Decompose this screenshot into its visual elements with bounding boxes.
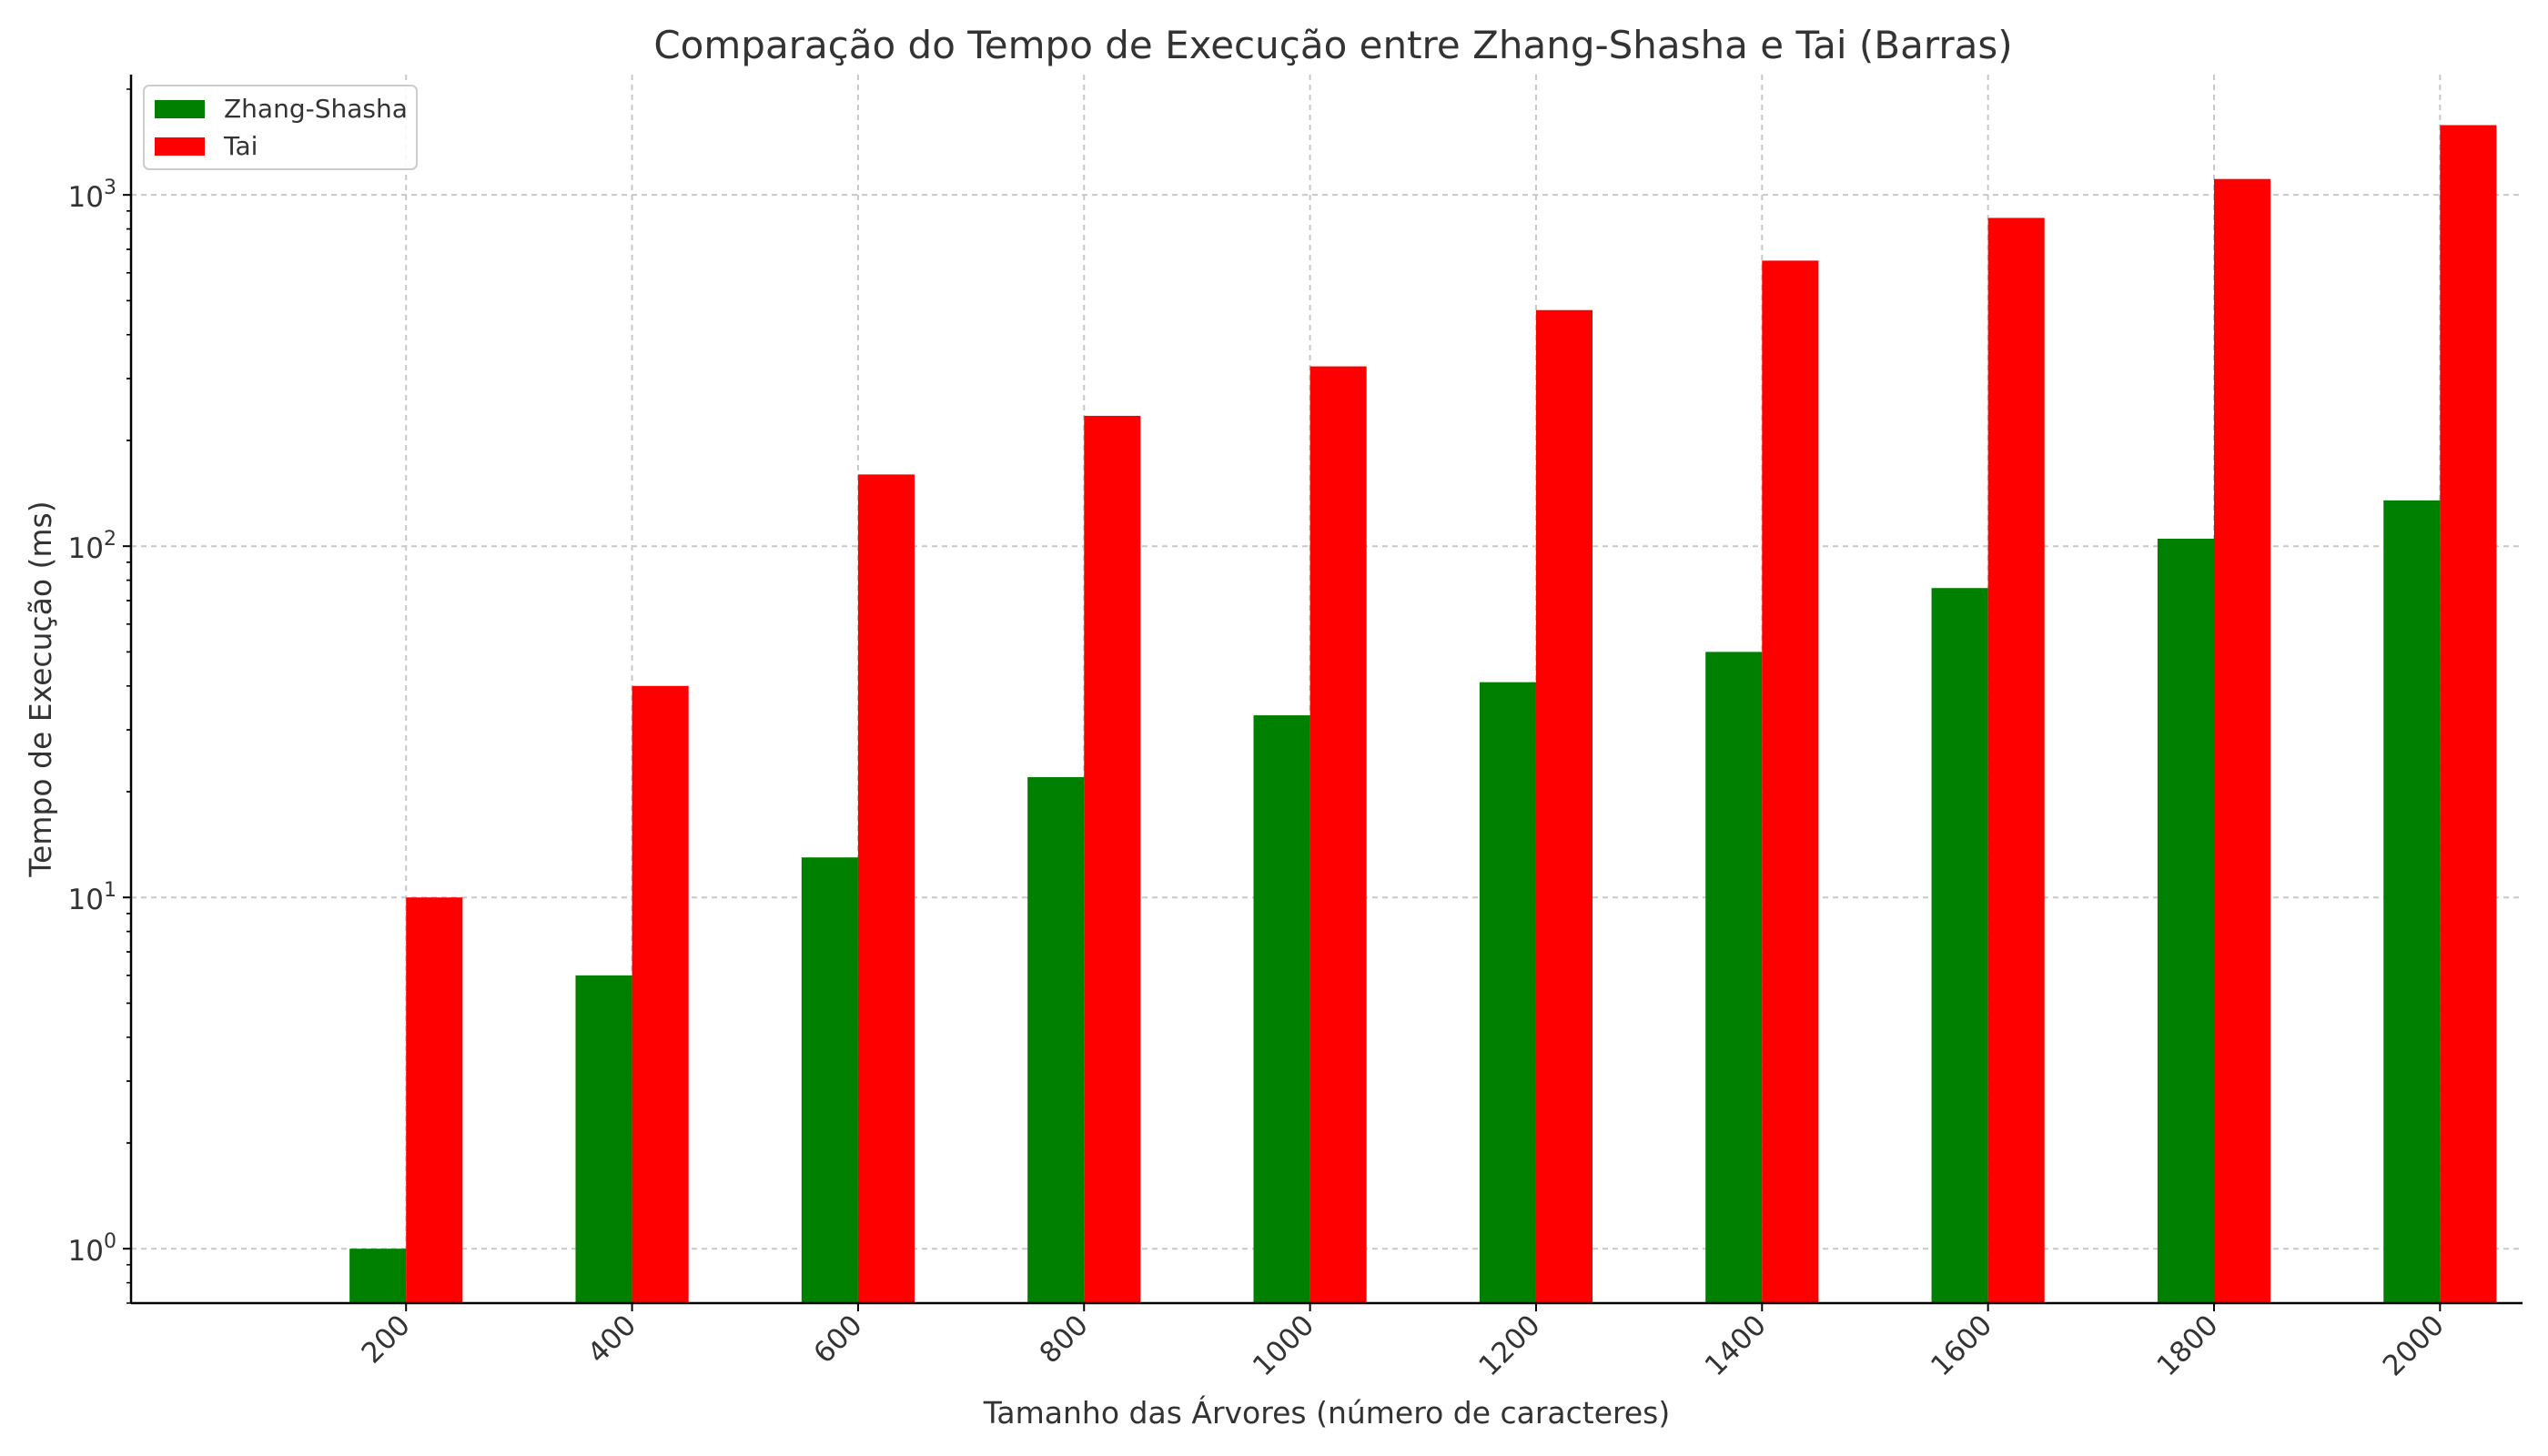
- bars-layer: [349, 125, 2497, 1304]
- bar-tai: [1084, 415, 1141, 1303]
- x-tick-label: 1200: [1472, 1309, 1546, 1382]
- bar-zhang-shasha: [1479, 682, 1536, 1303]
- legend-swatch-zhang-shasha: [155, 100, 205, 118]
- bar-tai: [1309, 366, 1367, 1303]
- x-tick-label: 600: [807, 1309, 868, 1370]
- x-tick-label: 200: [356, 1309, 417, 1370]
- x-tick-label: 800: [1034, 1309, 1095, 1370]
- legend-label-tai: Tai: [223, 131, 258, 161]
- y-tick-label: 100: [68, 1230, 116, 1268]
- bar-tai: [632, 685, 689, 1303]
- bar-zhang-shasha: [1253, 715, 1310, 1303]
- bar-tai: [406, 897, 463, 1303]
- bar-zhang-shasha: [1931, 588, 1988, 1303]
- bar-zhang-shasha: [575, 975, 632, 1303]
- bar-tai: [2213, 178, 2271, 1304]
- bar-zhang-shasha: [801, 857, 858, 1303]
- legend-label-zhang-shasha: Zhang-Shasha: [224, 94, 408, 124]
- axes-layer: [129, 75, 2523, 1305]
- bar-tai: [2440, 125, 2497, 1303]
- x-tick-label: 2000: [2377, 1309, 2451, 1382]
- bar-zhang-shasha: [2157, 539, 2214, 1303]
- bar-tai: [857, 474, 915, 1303]
- y-axis-label: Tempo de Execução (ms): [23, 500, 58, 877]
- x-axis-label: Tamanho das Árvores (número de caractere…: [983, 1394, 1671, 1431]
- bar-tai: [1762, 260, 1819, 1304]
- x-tick-label: 1400: [1699, 1309, 1773, 1382]
- x-tick-label: 1000: [1247, 1309, 1320, 1382]
- x-tick-label: 1800: [2150, 1309, 2224, 1382]
- legend-swatch-tai: [155, 137, 205, 156]
- legend: Zhang-Shasha Tai: [143, 85, 418, 170]
- legend-frame: [143, 85, 418, 170]
- y-tick-label: 103: [68, 177, 116, 214]
- y-tick-label: 101: [68, 879, 116, 916]
- bar-zhang-shasha: [1705, 652, 1763, 1303]
- bar-zhang-shasha: [2383, 500, 2441, 1303]
- y-tick-label: 102: [68, 528, 116, 565]
- x-tick-label: 1600: [1925, 1309, 1998, 1382]
- bar-tai: [1987, 217, 2045, 1304]
- bar-zhang-shasha: [1027, 777, 1085, 1303]
- x-tick-label: 400: [581, 1309, 642, 1370]
- bar-zhang-shasha: [349, 1249, 407, 1303]
- chart-title: Comparação do Tempo de Execução entre Zh…: [653, 23, 2012, 67]
- bar-tai: [1535, 309, 1593, 1303]
